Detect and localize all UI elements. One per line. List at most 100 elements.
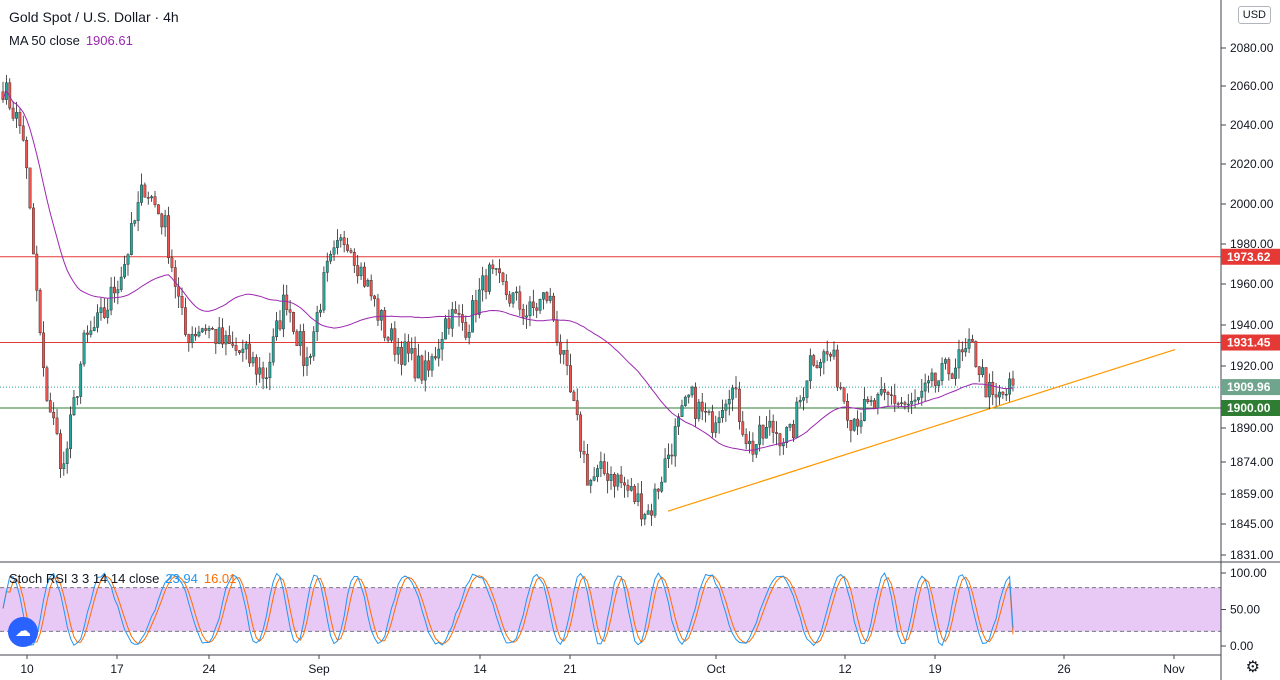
candle-body: [805, 380, 809, 398]
candle-body: [332, 247, 336, 255]
candle-body: [906, 403, 910, 406]
candle-body: [802, 397, 805, 401]
trendline: [667, 349, 1176, 512]
candle-body: [498, 268, 501, 274]
stoch-legend[interactable]: Stoch RSI 3 3 14 14 close 23.94 16.01: [9, 571, 236, 586]
candle-body: [406, 341, 410, 354]
candle-body: [616, 474, 620, 487]
candle-body: [879, 389, 883, 395]
candle-body: [683, 396, 687, 406]
candle-body: [792, 424, 795, 439]
candle-body: [737, 388, 741, 422]
candle-body: [32, 207, 35, 255]
y-tick-label: 2000.00: [1230, 197, 1274, 211]
x-tick-label: Nov: [1163, 662, 1184, 676]
candle-body: [964, 348, 968, 353]
candle-body: [798, 399, 802, 403]
candle-body: [153, 196, 157, 205]
tradingview-logo-icon[interactable]: ☁: [8, 617, 38, 647]
candle-body: [25, 139, 29, 169]
candle-body: [734, 387, 738, 390]
candle-body: [254, 357, 258, 375]
candle-body: [606, 473, 610, 481]
price-label-bg: [1221, 334, 1280, 351]
x-tick-label: 24: [202, 662, 216, 676]
candle-body: [393, 328, 397, 355]
candle-body: [758, 424, 762, 445]
candle-body: [298, 331, 302, 346]
candle-body: [518, 291, 522, 310]
candle-body: [656, 488, 660, 492]
candle-body: [173, 267, 177, 287]
candle-body: [623, 482, 626, 486]
candle-body: [521, 308, 525, 318]
candle-body: [261, 367, 265, 379]
candle-body: [140, 184, 143, 203]
candle-body: [278, 320, 282, 330]
candle-body: [910, 401, 914, 405]
candle-body: [430, 356, 434, 371]
candle-body: [481, 275, 485, 291]
candle-body: [450, 309, 454, 329]
candle-body: [562, 350, 566, 355]
gear-icon[interactable]: ⚙: [1245, 659, 1260, 676]
candle-body: [42, 332, 45, 369]
price-label-text: 1973.62: [1227, 250, 1271, 264]
x-tick-label: Sep: [308, 662, 330, 676]
candle-body: [471, 300, 474, 333]
candle-body: [677, 416, 680, 427]
candle-body: [373, 295, 376, 300]
candle-body: [197, 331, 201, 337]
candle-body: [1008, 378, 1012, 395]
candle-body: [923, 382, 927, 392]
candle-body: [224, 335, 228, 345]
candle-body: [447, 318, 451, 329]
candle-body: [629, 486, 633, 491]
candle-body: [359, 266, 363, 277]
ma-legend[interactable]: MA 50 close 1906.61: [9, 33, 133, 48]
candle-body: [62, 463, 66, 469]
candle-body: [609, 474, 613, 481]
candle-body: [558, 341, 562, 355]
candle-body: [143, 184, 147, 198]
candle-body: [862, 399, 866, 421]
candle-body: [484, 275, 488, 292]
candle-body: [690, 386, 694, 396]
candle-body: [900, 402, 903, 404]
candle-body: [825, 351, 829, 355]
candle-body: [724, 403, 728, 411]
stoch-k-line: [2, 571, 1014, 647]
candle-body: [785, 427, 789, 443]
candle-body: [109, 286, 113, 311]
candle-body: [565, 350, 569, 366]
candle-body: [69, 414, 72, 450]
stoch-rsi-pane[interactable]: [0, 571, 1221, 647]
candle-body: [883, 389, 887, 393]
candle-body: [417, 355, 420, 379]
candle-body: [1001, 391, 1005, 395]
candle-body: [211, 328, 214, 330]
candle-body: [819, 362, 822, 369]
candle-body: [710, 411, 714, 433]
candle-body: [704, 410, 708, 413]
candle-body: [238, 350, 241, 353]
x-tick-label: 10: [20, 662, 34, 676]
price-pane-bg: [0, 0, 1221, 562]
candle-body: [991, 382, 995, 395]
candle-body: [433, 356, 437, 359]
candle-body: [714, 422, 718, 433]
interval-label[interactable]: 4h: [163, 9, 179, 25]
candle-body: [852, 418, 856, 431]
symbol-name[interactable]: Gold Spot: [9, 9, 72, 25]
stoch-band: [0, 587, 1221, 632]
candle-body: [599, 461, 603, 469]
candle-body: [160, 213, 164, 228]
y-tick-label: 2020.00: [1230, 157, 1274, 171]
currency-button[interactable]: USD: [1237, 6, 1271, 24]
candle-body: [38, 290, 42, 334]
candle-body: [944, 359, 947, 364]
price-pane[interactable]: [0, 0, 1221, 562]
candle-body: [163, 215, 167, 228]
